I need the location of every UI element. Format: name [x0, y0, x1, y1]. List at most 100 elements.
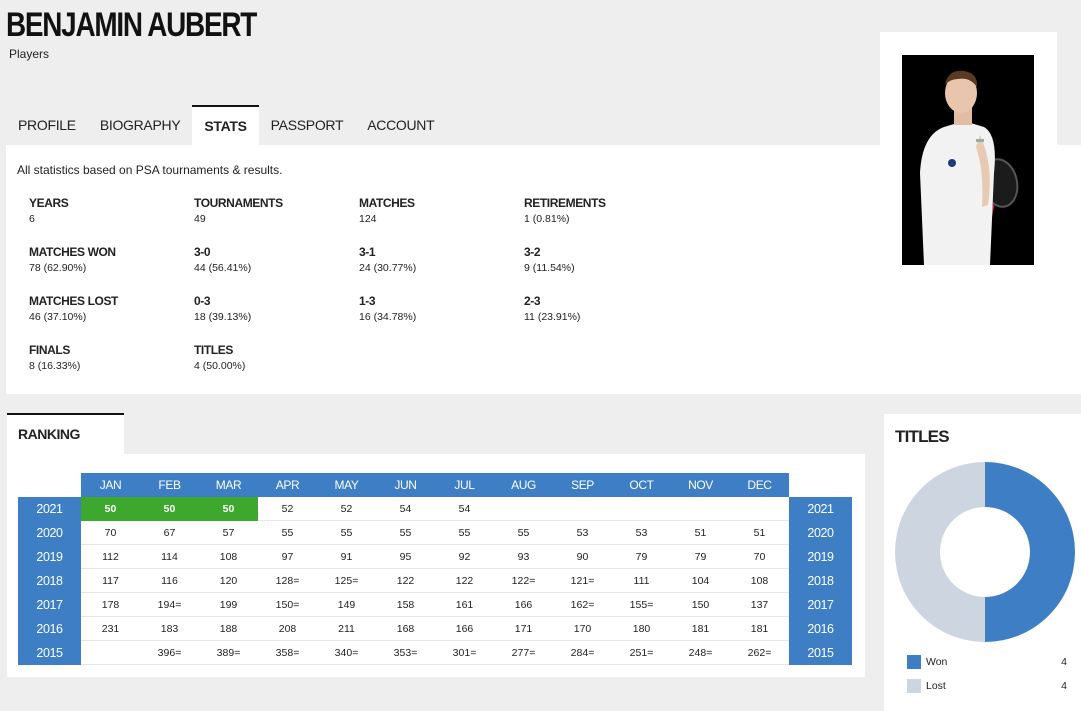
ranking-history-tab[interactable]: RANKING HISTORY — [7, 413, 124, 480]
legend-label: Won — [926, 656, 948, 668]
ranking-cell: 53 — [612, 520, 671, 545]
ranking-cell-best: 50 — [199, 497, 258, 521]
ranking-cell: 122 — [376, 568, 435, 593]
ranking-cell: 188 — [199, 616, 258, 641]
stat-value: 11 (23.91%) — [524, 311, 581, 323]
ranking-cell: 122 — [435, 568, 494, 593]
ranking-cell: 208 — [258, 616, 317, 641]
tab-passport[interactable]: PASSPORT — [270, 117, 344, 133]
ranking-cell — [81, 640, 140, 665]
ranking-cell: 95 — [376, 544, 435, 569]
ranking-history-table: JAN FEB MAR APR MAY JUN JUL AUG SEP OCT … — [18, 473, 852, 665]
month-header: AUG — [494, 473, 553, 497]
stat-value: 1 (0.81%) — [524, 213, 570, 225]
ranking-cell: 128= — [258, 568, 317, 593]
page-title: BENJAMIN AUBERT — [6, 6, 257, 44]
legend-item-lost[interactable]: Lost 4 — [907, 679, 1067, 693]
ranking-cell: 108 — [730, 568, 789, 593]
table-row: 2017 178 194= 199 150= 149 158 161 166 162= 155= 15… — [18, 592, 852, 617]
stat-lost-0-3: 0-3 18 (39.13%) — [194, 294, 344, 323]
stat-value: 16 (34.78%) — [359, 311, 417, 323]
ranking-cell: 116 — [140, 568, 199, 593]
year-cell: 2015 — [789, 640, 852, 665]
year-cell: 2018 — [789, 568, 852, 593]
stat-label: MATCHES — [359, 196, 415, 210]
table-row: 2015 396= 389= 358= 340= 353= 301= 277= 284= 251=… — [18, 640, 852, 665]
ranking-cell: 211 — [317, 616, 376, 641]
legend-item-won[interactable]: Won 4 — [907, 655, 1067, 669]
ranking-cell: 97 — [258, 544, 317, 569]
table-row: 2020 70 67 57 55 55 55 55 55 53 53 51 51 2020 — [18, 520, 852, 545]
ranking-cell: 181 — [730, 616, 789, 641]
ranking-cell: 57 — [199, 520, 258, 545]
ranking-cell: 52 — [258, 497, 317, 521]
stat-label: 3-1 — [359, 245, 376, 259]
stat-value: 18 (39.13%) — [194, 311, 252, 323]
stat-value: 124 — [359, 213, 377, 225]
stat-label: TITLES — [194, 343, 233, 357]
stat-value: 44 (56.41%) — [194, 262, 252, 274]
header-spacer — [18, 473, 81, 497]
stat-label: TOURNAMENTS — [194, 196, 283, 210]
ranking-cell — [612, 497, 671, 521]
stat-label: 1-3 — [359, 294, 376, 308]
stat-matches: MATCHES 124 — [359, 196, 509, 225]
ranking-cell: 180 — [612, 616, 671, 641]
stat-finals: FINALS 8 (16.33%) — [29, 343, 179, 372]
stat-value: 24 (30.77%) — [359, 262, 417, 274]
ranking-cell: 117 — [81, 568, 140, 593]
ranking-cell: 92 — [435, 544, 494, 569]
ranking-cell: 162= — [553, 592, 612, 617]
ranking-cell — [553, 497, 612, 521]
ranking-cell: 340= — [317, 640, 376, 665]
ranking-cell-best: 50 — [140, 497, 199, 521]
year-cell: 2017 — [18, 592, 81, 617]
month-header: JUN — [376, 473, 435, 497]
ranking-cell: 178 — [81, 592, 140, 617]
stat-label: 3-2 — [524, 245, 541, 259]
stat-value: 4 (50.00%) — [194, 360, 246, 372]
ranking-body: 2021 50 50 50 52 52 54 54 2021 2020 70 67 57 55 55 55 55… — [18, 497, 852, 665]
ranking-cell: 53 — [553, 520, 612, 545]
year-cell: 2020 — [789, 520, 852, 545]
ranking-cell: 150= — [258, 592, 317, 617]
ranking-cell: 55 — [376, 520, 435, 545]
tab-biography[interactable]: BIOGRAPHY — [99, 117, 181, 133]
month-header: NOV — [671, 473, 730, 497]
ranking-cell: 251= — [612, 640, 671, 665]
ranking-cell-best: 50 — [81, 497, 140, 521]
ranking-cell: 122= — [494, 568, 553, 593]
year-cell: 2017 — [789, 592, 852, 617]
donut-slice-won[interactable] — [985, 462, 1075, 642]
ranking-cell: 170 — [553, 616, 612, 641]
ranking-cell: 396= — [140, 640, 199, 665]
tab-profile[interactable]: PROFILE — [18, 117, 76, 133]
stat-tournaments: TOURNAMENTS 49 — [194, 196, 344, 225]
year-cell: 2021 — [18, 497, 81, 521]
player-photo — [902, 55, 1034, 265]
table-row: 2018 117 116 120 128= 125= 122 122 122= 121= 111 10… — [18, 568, 852, 593]
donut-slice-lost[interactable] — [895, 462, 985, 642]
ranking-cell: 121= — [553, 568, 612, 593]
stats-note: All statistics based on PSA tournaments … — [17, 163, 283, 177]
stat-won-3-0: 3-0 44 (56.41%) — [194, 245, 344, 274]
ranking-cell: 104 — [671, 568, 730, 593]
ranking-cell: 90 — [553, 544, 612, 569]
ranking-cell: 54 — [376, 497, 435, 521]
header-spacer — [789, 473, 852, 497]
ranking-cell: 149 — [317, 592, 376, 617]
stat-value: 46 (37.10%) — [29, 311, 87, 323]
ranking-cell: 137 — [730, 592, 789, 617]
ranking-cell: 150 — [671, 592, 730, 617]
stat-value: 8 (16.33%) — [29, 360, 81, 372]
ranking-cell: 55 — [494, 520, 553, 545]
stat-value: 78 (62.90%) — [29, 262, 87, 274]
stat-label: MATCHES LOST — [29, 294, 118, 308]
ranking-cell: 231 — [81, 616, 140, 641]
ranking-cell: 194= — [140, 592, 199, 617]
legend-count: 4 — [1061, 680, 1067, 692]
tab-stats[interactable]: STATS — [192, 105, 259, 145]
stat-retirements: RETIREMENTS 1 (0.81%) — [524, 196, 674, 225]
ranking-cell: 114 — [140, 544, 199, 569]
tab-account[interactable]: ACCOUNT — [367, 117, 435, 133]
